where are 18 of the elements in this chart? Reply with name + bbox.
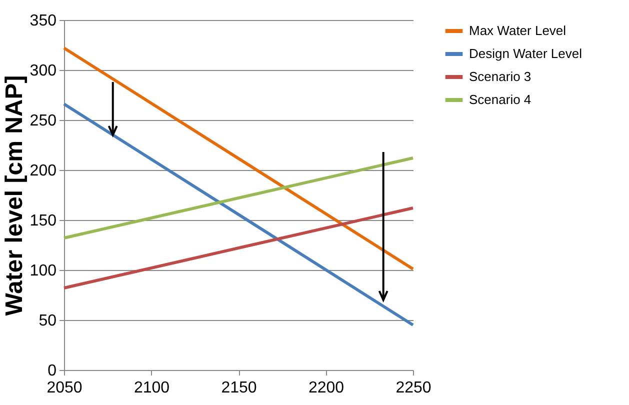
legend-label: Max Water Level	[469, 23, 566, 38]
y-tick-label: 50	[38, 312, 57, 330]
x-tick-label: 2150	[221, 380, 257, 396]
x-tick-label: 2200	[308, 380, 344, 396]
x-tick-label: 2250	[396, 380, 432, 396]
y-tick-label: 300	[30, 62, 57, 80]
y-axis-title: Water level [cm NAP]	[0, 75, 28, 316]
legend-label: Scenario 3	[469, 69, 532, 84]
x-tick-label: 2050	[46, 380, 82, 396]
y-tick-label: 100	[30, 262, 57, 280]
y-tick-label: 200	[30, 162, 57, 180]
legend-label: Design Water Level	[469, 46, 582, 61]
legend-label: Scenario 4	[469, 92, 532, 107]
y-tick-label: 250	[30, 112, 57, 130]
y-tick-label: 350	[30, 12, 57, 30]
y-tick-label: 150	[30, 212, 57, 230]
x-tick-label: 2100	[134, 380, 170, 396]
y-tick-label: 0	[48, 362, 57, 380]
